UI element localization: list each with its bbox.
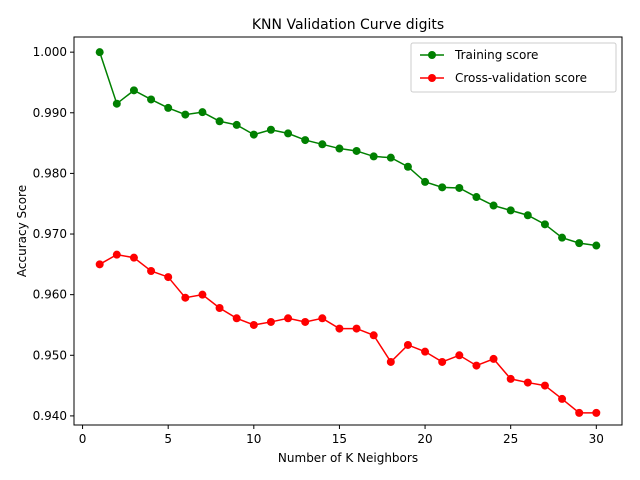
plot-frame	[73, 36, 623, 426]
chart-title: KNN Validation Curve digits	[252, 17, 444, 33]
data-point-cross-validation	[472, 361, 481, 370]
data-point-training	[386, 153, 395, 162]
data-point-training	[318, 140, 327, 149]
x-tick-label: 0	[79, 432, 87, 446]
data-point-training	[215, 117, 224, 126]
y-tick-label: 0.940	[33, 409, 67, 423]
data-point-cross-validation	[215, 303, 224, 312]
y-tick-label: 0.990	[33, 106, 67, 120]
y-axis-label: Accuracy Score	[15, 185, 29, 277]
legend-marker-cross-validation	[428, 74, 436, 82]
data-point-training	[198, 108, 207, 117]
data-point-training	[506, 206, 515, 215]
data-point-training	[266, 125, 275, 134]
data-point-training	[592, 241, 601, 250]
data-point-cross-validation	[421, 347, 430, 356]
x-tick-label: 5	[164, 432, 172, 446]
data-point-training	[455, 183, 464, 192]
data-point-training	[472, 193, 481, 202]
data-point-training	[284, 129, 293, 138]
data-point-cross-validation	[164, 273, 173, 282]
plot-area	[95, 48, 601, 417]
data-point-cross-validation	[540, 381, 549, 390]
data-point-cross-validation	[95, 260, 104, 269]
data-point-cross-validation	[249, 320, 258, 329]
data-point-training	[403, 162, 412, 171]
data-point-cross-validation	[592, 408, 601, 417]
data-point-training	[129, 86, 138, 95]
legend-box	[410, 42, 617, 93]
data-point-cross-validation	[335, 324, 344, 333]
data-point-cross-validation	[129, 253, 138, 262]
data-point-training	[421, 177, 430, 186]
data-point-training	[95, 48, 104, 57]
y-tick-label: 0.970	[33, 227, 67, 241]
data-point-cross-validation	[181, 293, 190, 302]
data-point-training	[438, 183, 447, 192]
data-point-cross-validation	[506, 374, 515, 383]
data-point-training	[489, 201, 498, 210]
data-point-cross-validation	[198, 290, 207, 299]
data-point-cross-validation	[455, 351, 464, 360]
legend-label-training: Training score	[454, 48, 538, 62]
data-point-cross-validation	[301, 317, 310, 326]
legend: Training score Cross-validation score	[410, 42, 617, 93]
data-point-cross-validation	[523, 378, 532, 387]
data-point-cross-validation	[386, 357, 395, 366]
x-tick-label: 20	[417, 432, 432, 446]
data-point-training	[335, 144, 344, 153]
data-point-cross-validation	[403, 340, 412, 349]
data-point-training	[523, 211, 532, 220]
data-point-cross-validation	[266, 317, 275, 326]
legend-label-cross-validation: Cross-validation score	[455, 71, 587, 85]
data-point-training	[369, 152, 378, 161]
data-point-training	[181, 110, 190, 119]
x-tick-label: 30	[589, 432, 604, 446]
data-point-cross-validation	[558, 394, 567, 403]
data-point-training	[352, 146, 361, 155]
data-point-cross-validation	[352, 324, 361, 333]
x-tick-label: 25	[503, 432, 518, 446]
x-axis-label: Number of K Neighbors	[278, 451, 418, 465]
x-tick-label: 15	[332, 432, 347, 446]
x-axis: 0 5 10 15 20 25 30	[79, 425, 604, 446]
data-point-training	[112, 99, 121, 108]
data-point-training	[540, 220, 549, 229]
legend-marker-training	[428, 51, 436, 59]
y-tick-label: 1.000	[33, 45, 67, 59]
data-point-cross-validation	[232, 314, 241, 323]
data-point-training	[301, 136, 310, 145]
data-point-cross-validation	[489, 354, 498, 363]
y-tick-label: 0.960	[33, 288, 67, 302]
data-point-cross-validation	[112, 250, 121, 259]
data-point-cross-validation	[369, 331, 378, 340]
y-axis: 0.940 0.950 0.960 0.970 0.980 0.990 1.000	[33, 45, 74, 423]
data-point-cross-validation	[147, 267, 156, 276]
data-point-cross-validation	[284, 314, 293, 323]
data-point-training	[558, 233, 567, 242]
data-point-training	[147, 95, 156, 104]
data-point-cross-validation	[575, 408, 584, 417]
data-point-cross-validation	[318, 314, 327, 323]
data-point-cross-validation	[438, 357, 447, 366]
data-point-training	[575, 239, 584, 248]
data-point-training	[232, 120, 241, 129]
y-tick-label: 0.950	[33, 348, 67, 362]
data-point-training	[249, 130, 258, 139]
data-point-training	[164, 103, 173, 112]
y-tick-label: 0.980	[33, 166, 67, 180]
x-tick-label: 10	[246, 432, 261, 446]
